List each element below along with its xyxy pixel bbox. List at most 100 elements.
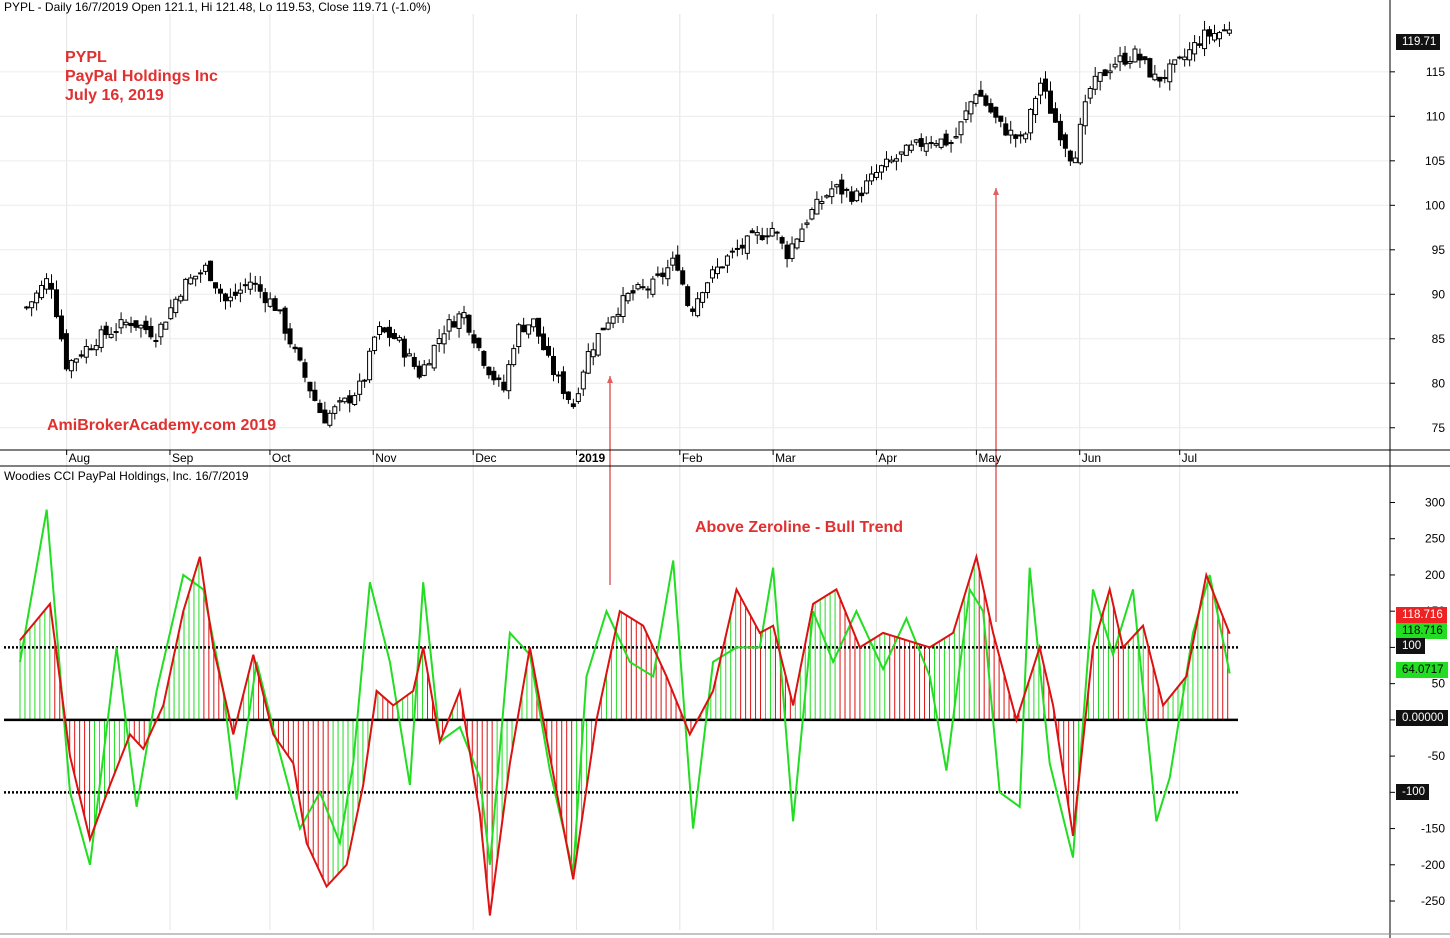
- candle-body: [898, 151, 904, 155]
- cci-green-badge: 118.716: [1396, 623, 1447, 639]
- candle-body: [590, 349, 596, 358]
- candle-body: [893, 158, 899, 162]
- candle-body: [1167, 63, 1173, 83]
- candle-body: [784, 244, 790, 260]
- candle-body: [396, 337, 402, 341]
- price-header: PYPL - Daily 16/7/2019 Open 121.1, Hi 12…: [4, 0, 431, 14]
- x-tick-label: Nov: [375, 451, 396, 465]
- y-tick-label: 80: [1432, 376, 1446, 390]
- y-tick-label: 75: [1432, 421, 1446, 435]
- candle-body: [39, 284, 45, 299]
- candle-body: [108, 333, 114, 338]
- candle-body: [1062, 134, 1068, 149]
- candle-body: [714, 266, 720, 275]
- candle-body: [675, 254, 681, 271]
- candle-body: [660, 272, 666, 278]
- cci-line: [19, 552, 1231, 916]
- candle-body: [913, 139, 919, 143]
- candle-body: [1117, 55, 1123, 63]
- candle-body: [933, 143, 939, 146]
- candle-body: [918, 138, 924, 147]
- candle-body: [242, 284, 248, 287]
- candle-body: [337, 400, 343, 403]
- y-tick-label: 90: [1432, 287, 1446, 301]
- candle-body: [163, 321, 169, 330]
- candle-body: [203, 264, 209, 272]
- candle-body: [878, 165, 884, 173]
- candle-body: [1172, 59, 1178, 65]
- candle-body: [307, 381, 313, 392]
- candle-body: [178, 295, 184, 302]
- candle-body: [222, 293, 228, 302]
- candle-body: [53, 289, 59, 318]
- candle-body: [312, 389, 318, 401]
- candle-body: [1018, 134, 1024, 137]
- candle-body: [839, 179, 845, 195]
- candle-body: [526, 324, 532, 335]
- last-price-badge: 119.71: [1396, 34, 1441, 50]
- candle-body: [34, 292, 40, 304]
- annotation-arrows: [607, 188, 999, 622]
- candle-body: [441, 333, 447, 345]
- candle-body: [377, 326, 383, 336]
- candle-body: [1137, 53, 1143, 61]
- candle-body: [948, 142, 954, 145]
- candle-body: [103, 325, 109, 336]
- candle-body: [297, 347, 303, 361]
- candle-body: [471, 334, 477, 344]
- x-tick-label: Apr: [878, 451, 897, 465]
- candle-body: [1182, 56, 1188, 61]
- candle-body: [252, 282, 258, 285]
- candle-body: [645, 288, 651, 291]
- candle-body: [695, 298, 701, 317]
- candle-body: [1092, 75, 1098, 90]
- candle-body: [1207, 29, 1213, 37]
- candle-body: [357, 380, 363, 395]
- candle-body: [1157, 76, 1163, 82]
- candle-body: [93, 345, 99, 351]
- x-tick-label: Aug: [69, 451, 90, 465]
- candle-body: [575, 393, 581, 402]
- candle-body: [550, 355, 556, 376]
- candle-body: [1077, 123, 1083, 164]
- candle-body: [710, 269, 716, 279]
- candle-body: [749, 230, 755, 234]
- candle-body: [496, 377, 502, 381]
- candle-body: [1107, 70, 1113, 74]
- candle-body: [690, 308, 696, 312]
- candle-body: [1028, 108, 1034, 134]
- candle-body: [1122, 52, 1128, 65]
- candle-body: [541, 333, 547, 351]
- candle-body: [262, 292, 268, 304]
- candle-body: [29, 301, 35, 309]
- candle-body: [1072, 157, 1078, 164]
- candle-body: [58, 315, 64, 340]
- candle-body: [133, 320, 139, 328]
- arrow-may-head: [993, 188, 999, 195]
- candle-body: [1211, 33, 1217, 41]
- candle-body: [113, 331, 119, 334]
- candle-body: [605, 322, 611, 330]
- candle-body: [287, 328, 293, 345]
- lower-level-badge: -100: [1396, 784, 1430, 800]
- candle-body: [332, 406, 338, 414]
- candle-body: [1008, 129, 1014, 136]
- candle-body: [739, 244, 745, 249]
- candle-body: [1043, 78, 1049, 92]
- y-tick-label: 110: [1426, 109, 1445, 123]
- candle-body: [456, 313, 462, 329]
- cci-lines: [19, 509, 1231, 916]
- candle-body: [466, 314, 472, 333]
- candle-body: [272, 298, 278, 311]
- candle-body: [123, 321, 129, 326]
- candle-body: [1067, 150, 1073, 162]
- candle-body: [844, 188, 850, 191]
- turbo-badge: 64.0717: [1396, 662, 1448, 678]
- candle-body: [923, 143, 929, 152]
- candle-body: [476, 337, 482, 349]
- candle-body: [531, 318, 537, 328]
- candle-body: [521, 324, 527, 333]
- candle-body: [188, 277, 194, 285]
- candle-body: [362, 379, 368, 382]
